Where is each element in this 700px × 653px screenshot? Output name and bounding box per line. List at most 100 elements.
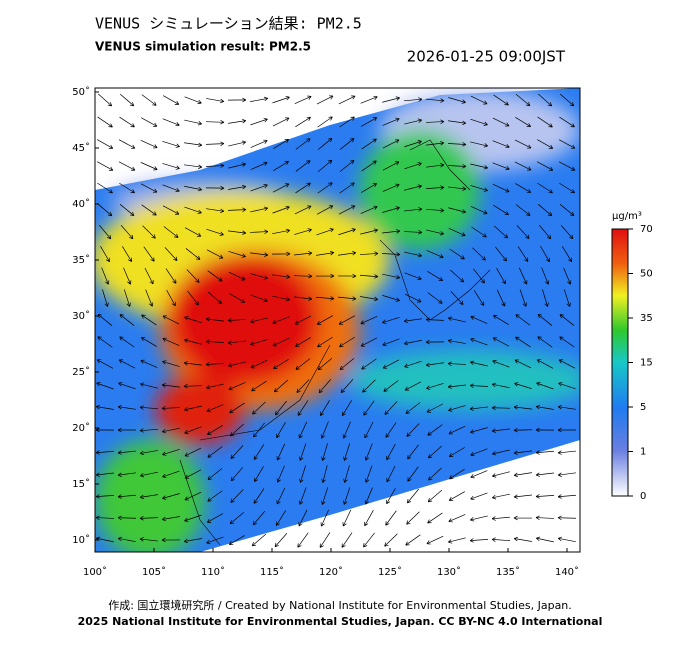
wind-arrow <box>97 336 113 348</box>
wind-arrow <box>514 382 532 389</box>
wind-arrow <box>117 427 137 433</box>
wind-arrow <box>404 184 422 191</box>
wind-arrow <box>139 494 158 500</box>
wind-arrow <box>386 488 396 505</box>
wind-arrow <box>183 383 203 389</box>
colorbar-label: 1 <box>640 447 646 458</box>
wind-arrow <box>427 512 443 524</box>
wind-arrow <box>229 423 244 437</box>
wind-arrow <box>517 246 529 262</box>
wind-arrow <box>163 95 180 105</box>
wind-arrow <box>470 163 489 170</box>
wind-arrow <box>362 379 376 393</box>
wind-arrow <box>558 359 576 369</box>
wind-arrow <box>250 317 268 324</box>
wind-arrow <box>560 224 574 240</box>
wind-arrow <box>338 95 356 105</box>
wind-arrow <box>140 382 158 389</box>
wind-arrow <box>338 296 357 301</box>
wind-arrow <box>272 337 290 347</box>
wind-arrow <box>449 468 465 480</box>
wind-arrow <box>447 142 467 147</box>
wind-arrow <box>276 422 286 439</box>
wind-arrow <box>495 246 507 262</box>
wind-arrow <box>184 316 202 324</box>
wind-arrow <box>472 247 486 261</box>
wind-arrow <box>206 425 223 436</box>
wind-arrow <box>492 183 510 193</box>
wind-arrow <box>295 358 311 370</box>
wind-arrow <box>184 338 202 345</box>
wind-arrow <box>360 228 378 235</box>
wind-arrow <box>470 448 488 457</box>
wind-arrow <box>205 141 225 146</box>
wind-arrow <box>161 537 181 543</box>
wind-arrow <box>118 359 136 369</box>
wind-arrow <box>339 182 355 194</box>
wind-arrow <box>361 358 377 370</box>
wind-arrow <box>404 140 422 148</box>
wind-arrow <box>162 141 180 148</box>
wind-arrow <box>558 161 576 171</box>
wind-arrow <box>140 139 158 149</box>
wind-arrow <box>427 424 443 436</box>
wind-arrow <box>320 509 329 527</box>
wind-arrow <box>206 536 224 545</box>
wind-arrow <box>513 427 533 433</box>
wind-arrow <box>101 267 110 285</box>
wind-arrow <box>228 382 246 391</box>
wind-arrow <box>274 532 288 548</box>
wind-arrow <box>229 402 245 414</box>
wind-arrow <box>250 118 268 126</box>
wind-arrow <box>316 250 335 256</box>
wind-arrow <box>96 382 114 390</box>
wind-arrow <box>425 208 445 213</box>
wind-arrow <box>535 515 555 520</box>
wind-arrow <box>272 228 291 235</box>
wind-arrow <box>515 336 531 348</box>
wind-arrow <box>162 163 180 170</box>
wind-arrow <box>271 251 291 257</box>
wind-arrow <box>537 203 553 217</box>
wind-arrow <box>117 404 136 410</box>
wind-arrow <box>515 94 531 107</box>
wind-arrow <box>253 422 265 438</box>
wind-arrow <box>250 183 268 192</box>
wind-arrow <box>386 443 396 461</box>
wind-arrow <box>276 487 286 505</box>
wind-arrow <box>360 315 378 325</box>
wind-arrow <box>98 93 113 107</box>
wind-arrow <box>557 536 576 543</box>
wind-arrow <box>425 119 445 124</box>
lat-label: 40˚ <box>72 198 90 210</box>
wind-arrow <box>384 401 398 415</box>
wind-arrow <box>448 447 465 457</box>
wind-arrow <box>294 205 312 215</box>
lat-label: 15˚ <box>72 478 90 490</box>
colorbar-label: 0 <box>640 491 646 502</box>
wind-arrow <box>318 378 332 394</box>
wind-arrow <box>449 248 465 260</box>
wind-arrow <box>403 318 422 323</box>
wind-arrow <box>537 313 553 326</box>
wind-arrow <box>253 488 265 504</box>
wind-arrow <box>513 450 532 455</box>
wind-arrow <box>535 427 555 433</box>
wind-arrow <box>273 138 289 149</box>
wind-arrow <box>360 274 379 279</box>
wind-arrow <box>205 185 225 191</box>
wind-arrow <box>250 96 269 102</box>
wind-arrow <box>295 138 311 150</box>
wind-arrow <box>538 224 552 240</box>
wind-arrow <box>382 229 401 234</box>
wind-arrow <box>250 294 268 303</box>
wind-arrow <box>338 251 357 256</box>
wind-arrow <box>145 289 154 307</box>
wind-arrow <box>494 225 509 239</box>
wind-arrow <box>139 450 158 456</box>
wind-arrow <box>139 428 159 433</box>
wind-arrow <box>382 183 400 192</box>
wind-arrow <box>339 160 355 172</box>
wind-arrow <box>186 269 200 283</box>
wind-arrow <box>427 445 442 459</box>
